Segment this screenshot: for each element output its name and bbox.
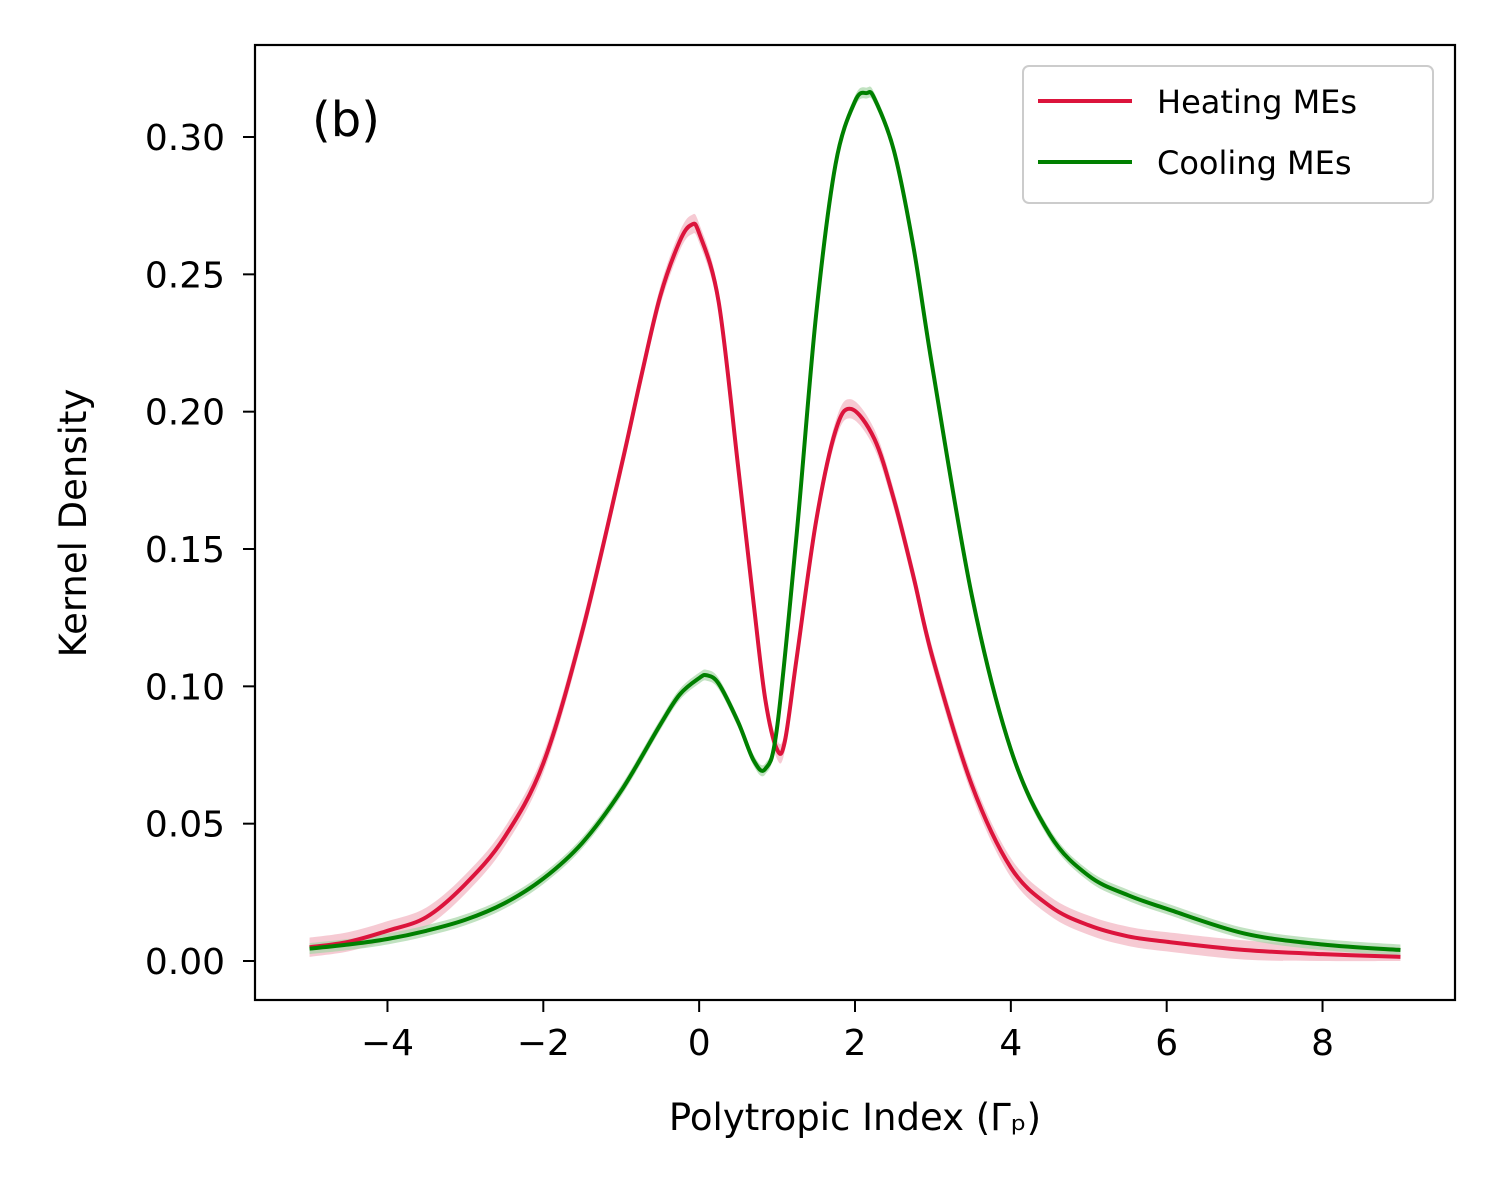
x-tick-label: 2 — [844, 1023, 867, 1064]
y-tick-label: 0.20 — [145, 393, 225, 434]
x-axis: −4 −2 0 2 4 6 8 — [361, 1000, 1334, 1064]
series-lines — [309, 90, 1401, 959]
legend-label-cooling: Cooling MEs — [1157, 144, 1352, 182]
y-tick-label: 0.25 — [145, 255, 225, 296]
y-tick-label: 0.00 — [145, 942, 225, 983]
y-tick-label: 0.15 — [145, 530, 225, 571]
legend-label-heating: Heating MEs — [1157, 83, 1357, 121]
line-heating — [309, 221, 1401, 959]
y-axis-label: Kernel Density — [52, 389, 95, 658]
legend: Heating MEs Cooling MEs — [1022, 65, 1434, 204]
y-tick-label: 0.05 — [145, 805, 225, 846]
line-cooling — [309, 90, 1401, 953]
y-tick-label: 0.30 — [145, 118, 225, 159]
x-tick-label: −4 — [361, 1023, 414, 1064]
x-tick-label: 0 — [688, 1023, 711, 1064]
x-tick-label: 8 — [1311, 1023, 1334, 1064]
x-axis-label: Polytropic Index (Γₚ) — [669, 1096, 1041, 1139]
x-tick-label: 6 — [1155, 1023, 1178, 1064]
x-tick-label: 4 — [999, 1023, 1022, 1064]
y-tick-label: 0.10 — [145, 667, 225, 708]
panel-label: (b) — [312, 92, 380, 148]
x-tick-label: −2 — [517, 1023, 570, 1064]
y-axis: 0.00 0.05 0.10 0.15 0.20 0.25 0.30 — [145, 118, 255, 983]
